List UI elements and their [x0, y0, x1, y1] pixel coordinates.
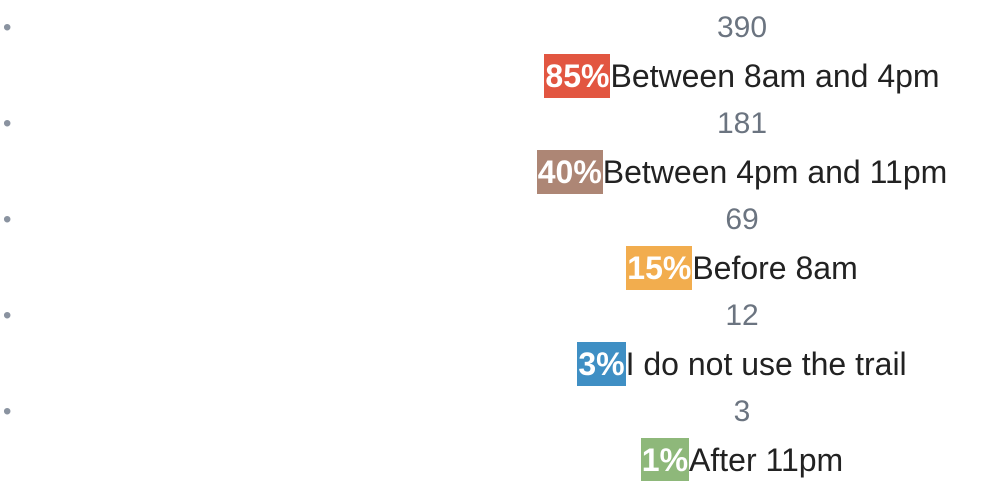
percent-badge: 85% [544, 54, 611, 98]
answer-line: 1%After 11pm [490, 438, 994, 481]
answer-line: 85%Between 8am and 4pm [490, 54, 994, 98]
answer-line: 3%I do not use the trail [490, 342, 994, 386]
response-count: 181 [716, 107, 768, 140]
result-item: • 12 3%I do not use the trail [0, 288, 995, 386]
percent-badge: 15% [626, 246, 693, 290]
response-count: 3 [733, 395, 751, 428]
response-count: 69 [725, 203, 759, 236]
bullet: • [3, 14, 12, 41]
response-count: 12 [725, 299, 759, 332]
answer-label: After 11pm [689, 442, 844, 478]
response-count: 390 [716, 11, 768, 44]
bullet: • [3, 206, 12, 233]
answer-line: 15%Before 8am [490, 246, 994, 290]
answer-line: 40%Between 4pm and 11pm [490, 150, 994, 194]
answer-label: Between 4pm and 11pm [602, 154, 948, 190]
answer-label: Between 8am and 4pm [610, 58, 940, 94]
result-item: • 69 15%Before 8am [0, 192, 995, 290]
answer-label: Before 8am [692, 250, 858, 286]
result-item: • 3 1%After 11pm [0, 384, 995, 481]
result-item: • 181 40%Between 4pm and 11pm [0, 96, 995, 194]
percent-badge: 1% [640, 438, 690, 481]
bullet: • [3, 110, 12, 137]
result-item: • 390 85%Between 8am and 4pm [0, 0, 995, 98]
percent-badge: 40% [536, 150, 603, 194]
percent-badge: 3% [577, 342, 626, 386]
bullet: • [3, 302, 12, 329]
bullet: • [3, 398, 12, 425]
answer-label: I do not use the trail [625, 346, 907, 382]
